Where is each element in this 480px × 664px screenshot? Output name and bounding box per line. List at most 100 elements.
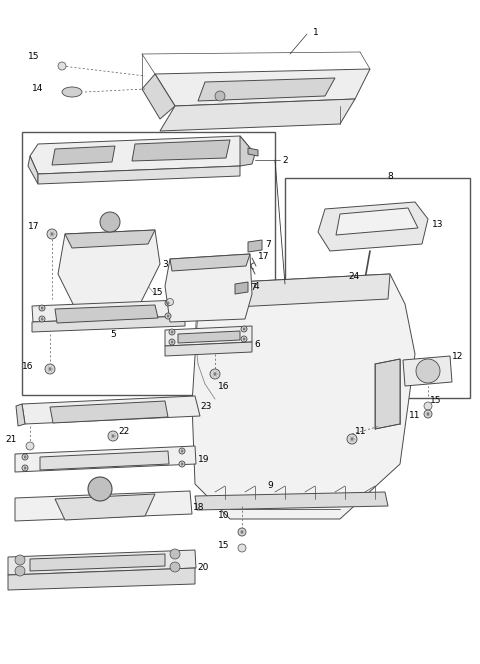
Polygon shape (55, 305, 158, 323)
Circle shape (39, 316, 45, 322)
Circle shape (238, 544, 246, 552)
Bar (285, 178, 470, 398)
Polygon shape (8, 550, 196, 575)
Polygon shape (248, 148, 258, 156)
Text: 15: 15 (28, 52, 39, 60)
Polygon shape (195, 492, 388, 510)
Text: 3: 3 (162, 260, 168, 268)
Polygon shape (192, 274, 415, 519)
Polygon shape (198, 274, 390, 309)
Circle shape (416, 359, 440, 383)
Text: 15: 15 (430, 396, 442, 404)
Text: 16: 16 (22, 361, 34, 371)
Circle shape (179, 448, 185, 454)
Circle shape (424, 402, 432, 410)
Circle shape (179, 461, 185, 467)
Text: 16: 16 (218, 382, 229, 390)
Polygon shape (142, 74, 175, 119)
Polygon shape (178, 331, 240, 343)
Text: 24: 24 (348, 272, 359, 280)
Text: 19: 19 (198, 456, 209, 465)
Text: 6: 6 (254, 339, 260, 349)
Text: 7: 7 (265, 240, 271, 248)
Circle shape (424, 410, 432, 418)
Text: 7: 7 (250, 282, 256, 291)
Circle shape (215, 91, 225, 101)
Text: 2: 2 (282, 155, 288, 165)
Circle shape (167, 299, 173, 305)
Polygon shape (248, 240, 262, 252)
Circle shape (22, 454, 28, 460)
Polygon shape (198, 78, 335, 101)
Circle shape (45, 364, 55, 374)
Polygon shape (16, 404, 25, 426)
Polygon shape (58, 230, 160, 308)
Polygon shape (28, 156, 38, 184)
Polygon shape (170, 254, 250, 271)
Circle shape (39, 305, 45, 311)
Polygon shape (160, 99, 355, 131)
Text: 9: 9 (267, 481, 273, 491)
Circle shape (15, 566, 25, 576)
Circle shape (47, 229, 57, 239)
Polygon shape (165, 254, 252, 322)
Circle shape (170, 562, 180, 572)
Polygon shape (235, 282, 248, 294)
Text: 21: 21 (5, 436, 16, 444)
Text: 17: 17 (28, 222, 39, 230)
Text: 17: 17 (258, 252, 269, 260)
Circle shape (241, 336, 247, 342)
Polygon shape (22, 396, 200, 424)
Polygon shape (336, 208, 418, 235)
Text: 10: 10 (218, 511, 229, 521)
Circle shape (100, 212, 120, 232)
Text: 14: 14 (32, 84, 43, 92)
Polygon shape (318, 202, 428, 251)
Polygon shape (30, 136, 255, 174)
Polygon shape (240, 136, 255, 166)
Text: 8: 8 (387, 171, 393, 181)
Text: 1: 1 (313, 27, 319, 37)
Circle shape (88, 477, 112, 501)
Text: 12: 12 (452, 351, 463, 361)
Polygon shape (32, 316, 185, 332)
Polygon shape (40, 451, 169, 470)
Polygon shape (38, 166, 240, 184)
Circle shape (58, 62, 66, 70)
Polygon shape (15, 446, 196, 472)
Polygon shape (52, 146, 115, 165)
Polygon shape (375, 359, 400, 429)
Circle shape (108, 431, 118, 441)
Polygon shape (165, 342, 252, 356)
Circle shape (165, 300, 171, 306)
Text: 22: 22 (118, 428, 129, 436)
Circle shape (26, 442, 34, 450)
Circle shape (169, 339, 175, 345)
Polygon shape (50, 401, 168, 423)
Circle shape (165, 313, 171, 319)
Polygon shape (403, 356, 452, 386)
Text: 11: 11 (355, 428, 367, 436)
Polygon shape (55, 494, 155, 520)
Circle shape (241, 326, 247, 332)
Polygon shape (132, 140, 230, 161)
Circle shape (210, 369, 220, 379)
Text: 13: 13 (432, 220, 444, 228)
Text: 15: 15 (218, 542, 229, 550)
Circle shape (22, 465, 28, 471)
Polygon shape (32, 300, 185, 322)
Circle shape (15, 555, 25, 565)
Ellipse shape (62, 87, 82, 97)
Text: 18: 18 (193, 503, 204, 513)
Text: 20: 20 (197, 562, 208, 572)
Text: 15: 15 (152, 288, 164, 297)
Circle shape (170, 549, 180, 559)
Polygon shape (8, 568, 195, 590)
Polygon shape (15, 491, 192, 521)
Polygon shape (30, 554, 165, 571)
Text: 4: 4 (254, 282, 260, 291)
Circle shape (169, 329, 175, 335)
Circle shape (347, 434, 357, 444)
Circle shape (238, 528, 246, 536)
Text: 23: 23 (200, 402, 211, 410)
